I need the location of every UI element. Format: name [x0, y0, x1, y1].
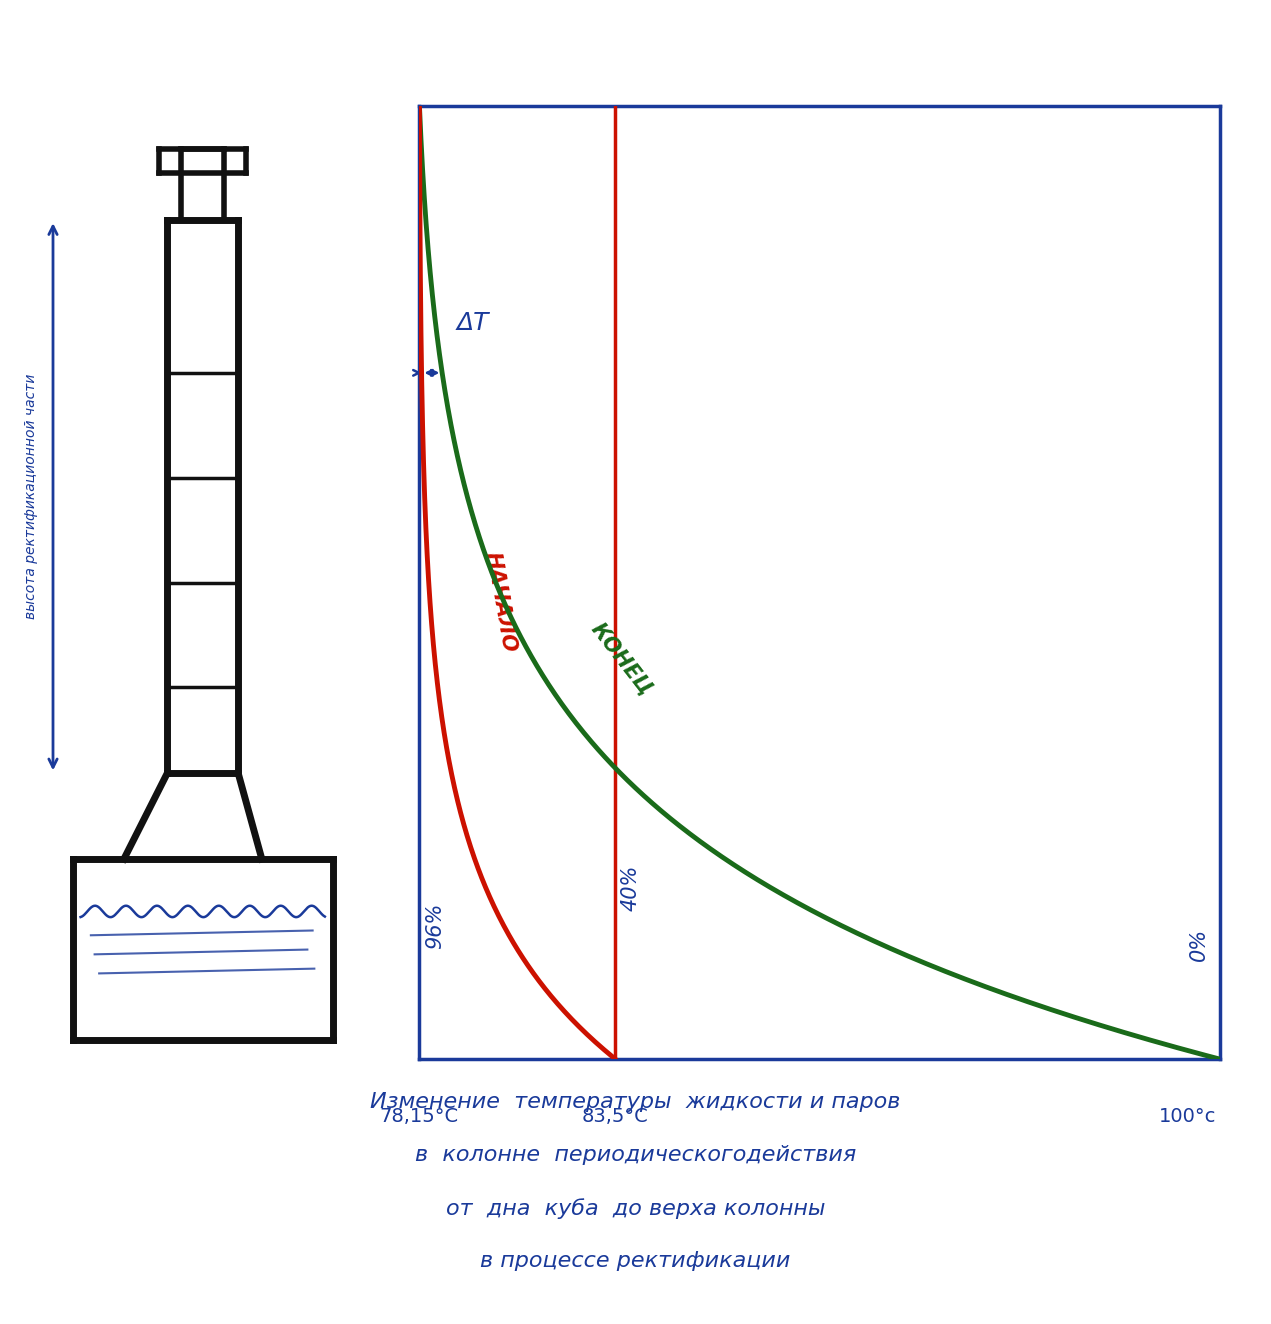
Text: ΔT: ΔT [456, 311, 489, 335]
Text: 83,5°C: 83,5°C [582, 1107, 649, 1125]
Text: Изменение  температуры  жидкости и паров: Изменение температуры жидкости и паров [370, 1092, 901, 1112]
Text: 40%: 40% [622, 865, 641, 911]
Text: 96%: 96% [425, 903, 445, 949]
Text: 78,15°C: 78,15°C [380, 1107, 459, 1125]
Text: 0%: 0% [1190, 928, 1209, 961]
Text: высота ректификационной части: высота ректификационной части [24, 375, 38, 620]
Text: в процессе ректификации: в процессе ректификации [480, 1251, 791, 1271]
Text: НАЧАЛО: НАЧАЛО [482, 549, 519, 654]
Text: от  дна  куба  до верха колонны: от дна куба до верха колонны [446, 1198, 825, 1219]
Text: КОНЕЦ: КОНЕЦ [587, 618, 656, 699]
Text: 100°c: 100°c [1159, 1107, 1216, 1125]
Text: в  колонне  периодическогодействия: в колонне периодическогодействия [414, 1145, 857, 1165]
